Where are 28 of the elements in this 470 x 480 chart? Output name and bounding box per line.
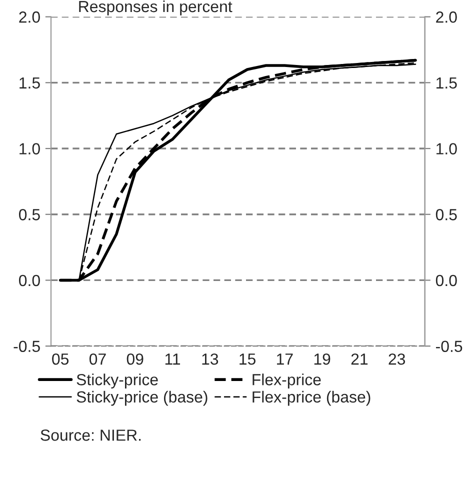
y2-tick-label: -0.5 <box>436 340 462 352</box>
y2-tick-label: 1.0 <box>436 143 457 154</box>
x-tick-label: 21 <box>351 353 368 365</box>
y-tick-label: 0.0 <box>19 274 40 286</box>
x-tick-label: 07 <box>89 353 106 365</box>
legend-label: Flex-price <box>252 374 321 388</box>
x-tick-label: 23 <box>388 353 406 365</box>
x-tick-label: 09 <box>126 353 144 365</box>
legend-label: Sticky-price <box>76 374 158 388</box>
y2-tick-label: 0.0 <box>436 274 457 286</box>
y-tick-label: 1.0 <box>20 143 40 154</box>
x-tick-label: 13 <box>202 353 218 365</box>
x-tick-label: 19 <box>314 353 330 365</box>
y-tick-label: 2.0 <box>19 11 40 23</box>
y2-tick-label: 1.5 <box>436 77 457 89</box>
y-tick-label: -0.5 <box>14 340 40 352</box>
x-tick-label: 17 <box>277 354 293 365</box>
y2-tick-label: 2.0 <box>436 11 457 23</box>
x-tick-label: 15 <box>240 354 256 365</box>
legend-label: Sticky-price (base) <box>76 390 208 406</box>
source-note: Source: NIER. <box>40 430 141 441</box>
y2-tick-label: 0.5 <box>436 209 457 220</box>
legend-label: Flex-price (base) <box>252 390 370 406</box>
y-tick-label: 0.5 <box>19 209 40 220</box>
x-tick-label: 05 <box>52 353 69 365</box>
x-tick-label: 11 <box>165 354 180 365</box>
chart-title: Responses in percent <box>79 0 232 16</box>
y-tick-label: 1.5 <box>20 77 40 89</box>
